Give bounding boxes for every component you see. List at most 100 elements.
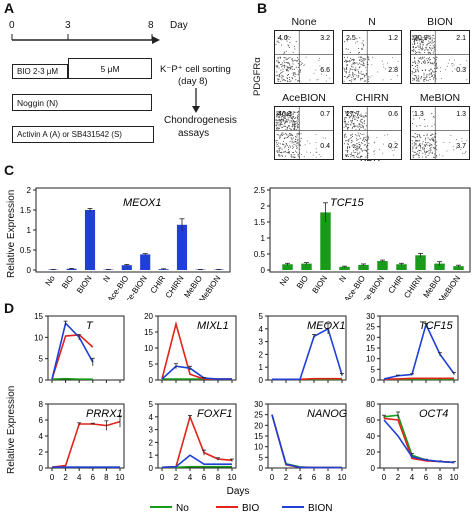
flow-event bbox=[346, 125, 348, 127]
flow-event bbox=[364, 114, 367, 117]
flow-event bbox=[282, 132, 284, 134]
flow-event bbox=[286, 127, 288, 129]
flow-event bbox=[345, 155, 347, 157]
flow-event bbox=[293, 119, 295, 122]
flow-event bbox=[419, 117, 421, 119]
flow-event bbox=[435, 133, 437, 135]
flow-event bbox=[346, 143, 348, 145]
flow-event bbox=[416, 77, 418, 79]
flow-event bbox=[382, 79, 384, 81]
flow-event bbox=[356, 75, 358, 77]
flow-event bbox=[344, 111, 346, 113]
flow-event bbox=[294, 72, 296, 74]
flow-event bbox=[283, 57, 285, 59]
flow-event bbox=[348, 74, 350, 76]
flow-event bbox=[290, 115, 292, 117]
flow-event bbox=[315, 69, 317, 71]
flow-event bbox=[421, 69, 423, 71]
flow-event bbox=[346, 40, 348, 42]
flow-event bbox=[435, 136, 437, 138]
flow-event bbox=[426, 45, 428, 47]
flow-event bbox=[353, 78, 355, 80]
flow-event bbox=[282, 118, 284, 120]
flow-event bbox=[284, 150, 286, 152]
flow-event bbox=[367, 78, 369, 80]
flow-event bbox=[297, 141, 299, 143]
flow-event bbox=[412, 35, 415, 38]
flow-event bbox=[363, 59, 365, 61]
flow-event bbox=[310, 151, 312, 153]
flow-event bbox=[282, 75, 284, 77]
chart-title: NANOG bbox=[307, 408, 348, 420]
x-tick-label: 6 bbox=[312, 473, 317, 482]
flow-event bbox=[366, 140, 368, 142]
flow-event bbox=[426, 58, 428, 60]
flow-event bbox=[349, 137, 351, 139]
flow-event bbox=[416, 125, 418, 127]
flow-event bbox=[281, 148, 283, 150]
flow-event bbox=[420, 78, 422, 80]
flow-event bbox=[414, 78, 416, 80]
panel-a-letter: A bbox=[4, 0, 15, 16]
flow-event bbox=[420, 48, 423, 50]
flow-event bbox=[344, 68, 346, 70]
flow-event bbox=[344, 123, 346, 125]
flow-event bbox=[348, 124, 350, 126]
flow-event bbox=[291, 66, 293, 68]
category-label: CHIRN bbox=[164, 274, 186, 300]
flow-event bbox=[294, 118, 296, 120]
flow-event bbox=[278, 154, 280, 156]
flow-event bbox=[356, 146, 358, 148]
flow-event bbox=[353, 122, 355, 124]
flow-event bbox=[417, 62, 419, 64]
series-line-bion bbox=[271, 414, 342, 469]
flow-event bbox=[455, 147, 457, 149]
flow-event bbox=[294, 46, 296, 48]
flow-event bbox=[280, 116, 282, 118]
flow-event bbox=[281, 78, 283, 80]
flow-event bbox=[366, 69, 368, 71]
flow-event bbox=[429, 144, 432, 146]
flow-event bbox=[415, 35, 417, 37]
flow-event bbox=[348, 141, 350, 143]
flow-event bbox=[412, 115, 415, 117]
flow-event bbox=[297, 133, 299, 135]
flow-event bbox=[424, 150, 426, 152]
flow-event bbox=[300, 137, 302, 140]
flow-event bbox=[353, 123, 355, 125]
flow-event bbox=[343, 60, 346, 63]
flow-event bbox=[414, 43, 416, 45]
y-tick-label: 10 bbox=[366, 355, 375, 364]
flow-event bbox=[413, 72, 415, 74]
flow-event bbox=[286, 120, 288, 122]
flow-event bbox=[426, 75, 428, 77]
flow-event bbox=[280, 72, 282, 74]
flow-event bbox=[295, 41, 297, 43]
flow-event bbox=[414, 38, 416, 40]
flow-event bbox=[346, 76, 348, 78]
flow-event bbox=[298, 71, 300, 73]
flow-event bbox=[275, 65, 277, 67]
flow-event bbox=[362, 78, 364, 80]
flow-event bbox=[367, 63, 369, 66]
flow-event bbox=[291, 117, 293, 119]
flow-event bbox=[453, 64, 455, 66]
flow-event bbox=[275, 43, 277, 45]
flow-event bbox=[417, 69, 419, 71]
flow-event bbox=[297, 118, 299, 120]
flow-event bbox=[276, 122, 279, 124]
flow-event bbox=[350, 59, 352, 61]
flow-event bbox=[346, 110, 348, 113]
flow-event bbox=[283, 64, 285, 66]
flow-event bbox=[345, 61, 347, 63]
flow-event bbox=[429, 134, 432, 137]
flow-event bbox=[315, 151, 317, 153]
flow-event bbox=[431, 39, 433, 41]
chart-title: T bbox=[86, 320, 94, 332]
flow-event bbox=[361, 47, 363, 49]
flow-event bbox=[424, 153, 426, 155]
flow-event bbox=[290, 134, 292, 136]
flow-event bbox=[289, 145, 291, 147]
cell-sorting-day: (day 8) bbox=[178, 76, 208, 87]
